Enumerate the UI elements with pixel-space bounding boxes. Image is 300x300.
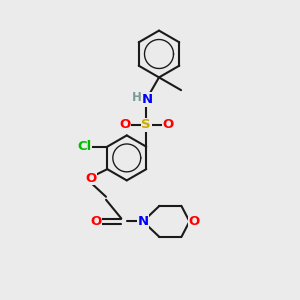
Text: H: H xyxy=(132,91,142,103)
Text: O: O xyxy=(85,172,96,184)
Text: O: O xyxy=(188,215,200,228)
Text: N: N xyxy=(142,93,153,106)
Text: O: O xyxy=(119,118,130,131)
Text: S: S xyxy=(141,118,151,131)
Text: O: O xyxy=(162,118,173,131)
Text: O: O xyxy=(90,215,102,228)
Text: Cl: Cl xyxy=(77,140,91,153)
Text: N: N xyxy=(137,215,148,228)
